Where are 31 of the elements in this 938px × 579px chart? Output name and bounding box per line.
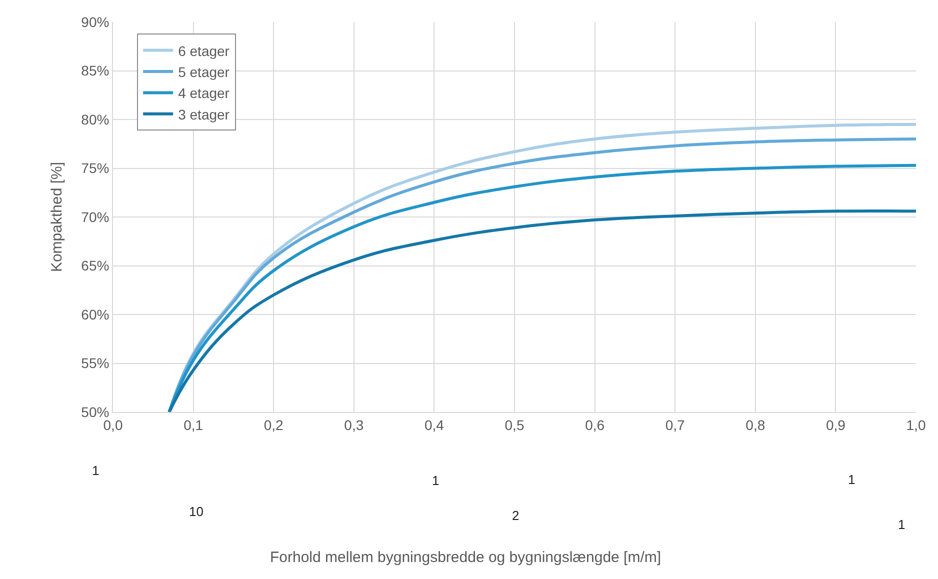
legend-label: 4 etager (178, 85, 230, 102)
y-tick-label: 90% (81, 14, 110, 30)
text: 1 (432, 473, 440, 488)
legend-label: 5 etager (178, 64, 230, 80)
x-tick-label: 0,9 (826, 416, 846, 433)
x-tick-label: 0,7 (665, 416, 686, 433)
y-axis-title: Kompakthed [%] (48, 162, 66, 272)
line-series (168, 209, 916, 412)
x-tick-label: 0,1 (184, 416, 204, 433)
y-tick-label: 80% (81, 111, 110, 128)
y-tick-label: 65% (81, 258, 110, 274)
legend-label: 6 etager (178, 42, 230, 59)
text: 1 (92, 463, 100, 478)
text: 2 (512, 508, 520, 523)
y-tick-label: 55% (81, 355, 110, 372)
x-tick-label: 0,5 (504, 416, 524, 433)
text: 1 (848, 472, 856, 487)
x-tick-label: 0,6 (585, 416, 605, 433)
y-tick-label: 60% (81, 306, 110, 322)
x-tick-label: 1,0 (906, 416, 926, 433)
legend-label: 3 etager (178, 106, 230, 122)
text: 10 (189, 504, 204, 519)
y-tick-label: 85% (81, 62, 110, 79)
x-tick-label: 0,3 (344, 416, 364, 433)
x-tick-label: 0,8 (746, 416, 766, 433)
text: Forhold mellem bygningsbredde og bygningslængde [m/m] (270, 549, 662, 566)
y-tick-label: 70% (81, 208, 110, 225)
y-tick-label: 75% (81, 160, 110, 176)
x-tick-label: 0,2 (264, 416, 284, 433)
x-tick-label: 0,4 (424, 416, 444, 433)
text: 1 (898, 517, 906, 532)
